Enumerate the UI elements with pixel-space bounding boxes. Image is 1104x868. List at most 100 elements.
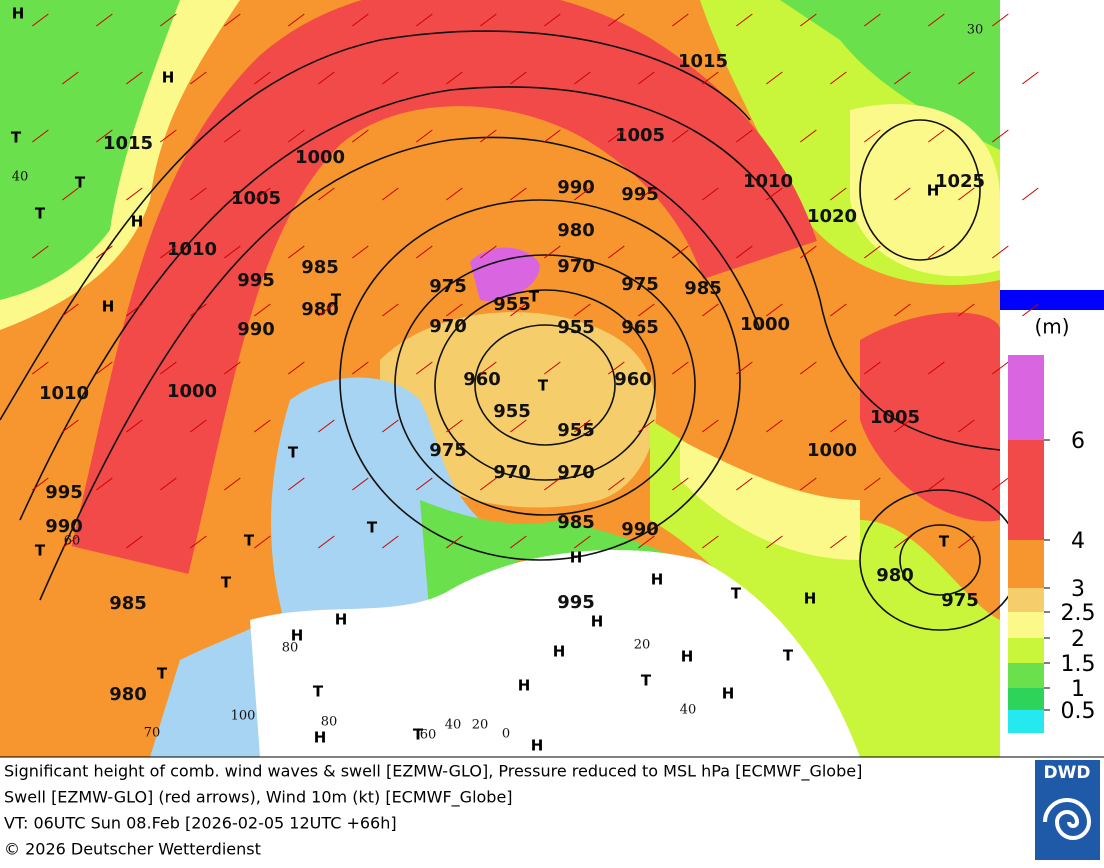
swell-arrow [894,187,911,201]
swell-arrow [1022,303,1039,317]
pressure-center: H [335,611,348,629]
isobar-label: 990 [45,516,83,537]
swell-arrow [894,303,911,317]
swell-arrow [510,419,527,433]
swell-arrow [160,361,177,375]
dwd-logo: DWD [1035,760,1100,860]
footer-line: © 2026 Deutscher Wetterdienst [4,840,261,859]
colorbar-segment [1008,440,1044,540]
swell-arrow [446,71,463,85]
swell-arrow [638,535,655,549]
swell-arrow [446,535,463,549]
swell-arrow [96,13,113,27]
pressure-center: T [244,532,255,550]
swell-arrow [190,535,207,549]
swell-arrow [32,13,49,27]
swell-arrow [672,361,689,375]
isobar-label: 985 [301,257,339,278]
swell-arrow [32,361,49,375]
swell-arrow [62,187,79,201]
isobar-label: 980 [109,684,147,705]
swell-arrow [416,13,433,27]
pressure-center: H [291,627,304,645]
swell-arrow [864,13,881,27]
swell-arrow [864,129,881,143]
swell-arrow [894,535,911,549]
swell-arrow [288,245,305,259]
swell-arrow [864,361,881,375]
swell-arrow [638,71,655,85]
colorbar-header [1000,290,1104,310]
swell-arrow [574,419,591,433]
swell-arrow [382,187,399,201]
swell-arrow [894,419,911,433]
swell-arrow [608,245,625,259]
swell-arrow [958,303,975,317]
swell-arrow [544,245,561,259]
swell-arrow [510,535,527,549]
swell-arrow [190,303,207,317]
swell-arrow [318,535,335,549]
isobar-label: 955 [493,401,531,422]
pressure-center: T [939,533,950,551]
swell-arrow [224,477,241,491]
logo-text: DWD [1044,763,1091,783]
wind-label: 20 [634,638,651,653]
swell-arrow [544,129,561,143]
isobar-label: 1010 [39,383,89,404]
swell-arrow [958,419,975,433]
swell-arrow [800,361,817,375]
swell-arrow [446,303,463,317]
isobar-label: 995 [45,482,83,503]
swell-arrow [608,13,625,27]
wind-label: 70 [144,726,161,741]
swell-arrow [480,129,497,143]
swell-arrow [574,303,591,317]
swell-arrow [992,129,1009,143]
isobar-label: 1010 [167,239,217,260]
swell-arrow [894,71,911,85]
pressure-center: H [681,648,694,666]
swell-arrow [830,71,847,85]
swell-arrow [766,535,783,549]
swell-arrow [736,129,753,143]
pressure-center: T [75,174,86,192]
pressure-center: H [162,69,175,87]
swell-arrow [800,245,817,259]
swell-arrow [254,187,271,201]
swell-arrow [510,187,527,201]
swell-arrow [126,419,143,433]
swell-arrow [608,129,625,143]
swell-arrow [480,13,497,27]
wind-label: 40 [445,718,462,733]
swell-arrow [928,477,945,491]
isobar-label: 1025 [935,171,985,192]
wind-label: 40 [680,703,697,718]
colorbar-segment [1008,588,1044,612]
swell-arrow [446,419,463,433]
swell-arrow [416,245,433,259]
swell-arrow [96,361,113,375]
isobar-label: 970 [429,316,467,337]
swell-arrow [352,477,369,491]
isobar-label: 975 [429,440,467,461]
isobar-label: 985 [557,512,595,533]
swell-arrow [382,535,399,549]
wind-label: 0 [502,727,510,742]
pressure-center: T [641,672,652,690]
swell-arrow [318,303,335,317]
swell-arrow [416,361,433,375]
swell-arrow [800,129,817,143]
pressure-center: T [413,726,424,744]
pressure-center: H [651,571,664,589]
swell-arrow [800,13,817,27]
pressure-center: H [102,298,115,316]
swell-arrow [288,361,305,375]
swell-arrow [352,361,369,375]
wind-label: 60 [420,728,437,743]
isobar-label: 1000 [295,147,345,168]
swell-arrow [928,245,945,259]
colorbar-label: 1.5 [1061,652,1096,677]
swell-arrow [160,245,177,259]
pressure-center: T [529,288,540,306]
